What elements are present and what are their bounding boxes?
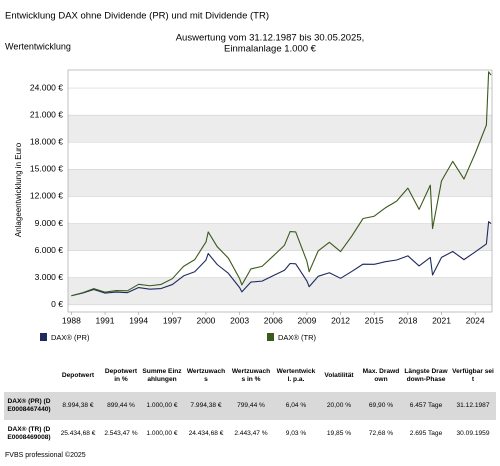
table-cell: 31.12.1987	[456, 402, 490, 410]
chart-title: Auswertung vom 31.12.1987 bis 30.05.2025…	[176, 33, 365, 44]
y-tick-label: 6.000 €	[35, 245, 64, 255]
chart-title: Einmalanlage 1.000 €	[224, 44, 317, 55]
legend-swatch	[40, 333, 47, 341]
table-cell: 19,85 %	[326, 430, 352, 438]
y-axis-label: Anlageentwicklung in Euro	[14, 142, 23, 237]
legend-label: DAX® (TR)	[278, 333, 317, 342]
grid-band	[68, 115, 492, 143]
column-header: Längste Drawdown-Phase	[404, 368, 448, 383]
table-cell: 2.443,47 %	[234, 430, 268, 438]
x-tick-label: 1997	[163, 315, 182, 325]
grid-band	[68, 277, 492, 305]
table-cell: 2.543,47 %	[104, 430, 138, 438]
table-cell: 25.434,68 €	[60, 430, 96, 438]
legend-label: DAX® (PR)	[51, 333, 90, 342]
series-line	[71, 221, 492, 297]
table-cell: 8.994,38 €	[62, 402, 94, 410]
table-cell: 30.09.1959	[456, 430, 490, 438]
y-tick-label: 9.000 €	[35, 218, 64, 228]
y-tick-label: 21.000 €	[30, 109, 63, 119]
column-header	[4, 360, 54, 392]
table-row: DAX® (TR) (DE0008469008) 25.434,68 € 2.543…	[4, 420, 496, 448]
column-header: Summe Einzahlungen	[142, 368, 182, 383]
table-row: DAX® (PR) (DE0008467440) 8.994,38 € 899,44…	[4, 392, 496, 420]
x-tick-label: 1994	[129, 315, 148, 325]
grid-band	[68, 169, 492, 197]
section-title: Wertentwicklung	[5, 41, 71, 51]
header-row: Depotwert Depotwert in % Summe Einzahlunge…	[4, 360, 496, 392]
column-header: Volatilität	[324, 372, 354, 380]
table-cell: 799,44 %	[237, 402, 265, 410]
x-tick-label: 1988	[62, 315, 81, 325]
table-cell: 20,00 %	[326, 402, 352, 410]
page-title: Entwicklung DAX ohne Dividende (PR) und …	[5, 11, 269, 22]
x-tick-label: 2003	[230, 315, 249, 325]
x-tick-label: 2024	[466, 315, 485, 325]
y-tick-label: 15.000 €	[30, 164, 63, 174]
table-cell: 69,90 %	[368, 402, 394, 410]
column-header: Verfügbar seit	[452, 368, 494, 383]
y-tick-label: 18.000 €	[30, 136, 63, 146]
table-cell: 899,44 %	[107, 402, 135, 410]
summary-table: Depotwert Depotwert in % Summe Einzahlunge…	[4, 360, 496, 448]
legend-swatch	[267, 333, 274, 341]
y-tick-label: 3.000 €	[35, 272, 64, 282]
y-tick-label: 12.000 €	[30, 191, 63, 201]
table-cell: 9,03 %	[285, 430, 307, 438]
table-cell: 6.457 Tage	[409, 402, 443, 410]
column-header: Wertzuwachs	[186, 368, 226, 383]
row-header: DAX® (PR) (DE0008467440)	[7, 398, 51, 413]
table-cell: 72,68 %	[368, 430, 394, 438]
x-tick-label: 2018	[398, 315, 417, 325]
table-cell: 1.000,00 €	[146, 402, 178, 410]
grid-band	[68, 223, 492, 251]
x-tick-label: 2015	[365, 315, 384, 325]
column-header: Max. Drawdown	[362, 368, 400, 383]
column-header: Wertentwickl. p.a.	[276, 368, 316, 383]
x-tick-label: 2021	[432, 315, 451, 325]
row-header: DAX® (TR) (DE0008469008)	[7, 426, 51, 441]
x-tick-label: 2009	[297, 315, 316, 325]
footer: FVBS professional ©2025	[5, 452, 86, 459]
x-tick-label: 1991	[96, 315, 115, 325]
table-cell: 6,04 %	[285, 402, 307, 410]
table-cell: 1.000,00 €	[146, 430, 178, 438]
table-cell: 24.434,68 €	[188, 430, 224, 438]
y-tick-label: 0 €	[51, 299, 63, 309]
y-tick-label: 24.000 €	[30, 82, 63, 92]
table-cell: 7.994,38 €	[190, 402, 222, 410]
x-tick-label: 2006	[264, 315, 283, 325]
x-tick-label: 2012	[331, 315, 350, 325]
table-cell: 2.695 Tage	[409, 430, 443, 438]
column-header: Depotwert in %	[104, 368, 138, 383]
column-header: Depotwert	[61, 372, 95, 380]
x-tick-label: 2000	[197, 315, 216, 325]
chart: Entwicklung DAX ohne Dividende (PR) und …	[5, 11, 493, 342]
column-header: Wertzuwachs in %	[231, 368, 271, 383]
series-line	[71, 71, 492, 297]
plot-frame	[67, 69, 493, 313]
